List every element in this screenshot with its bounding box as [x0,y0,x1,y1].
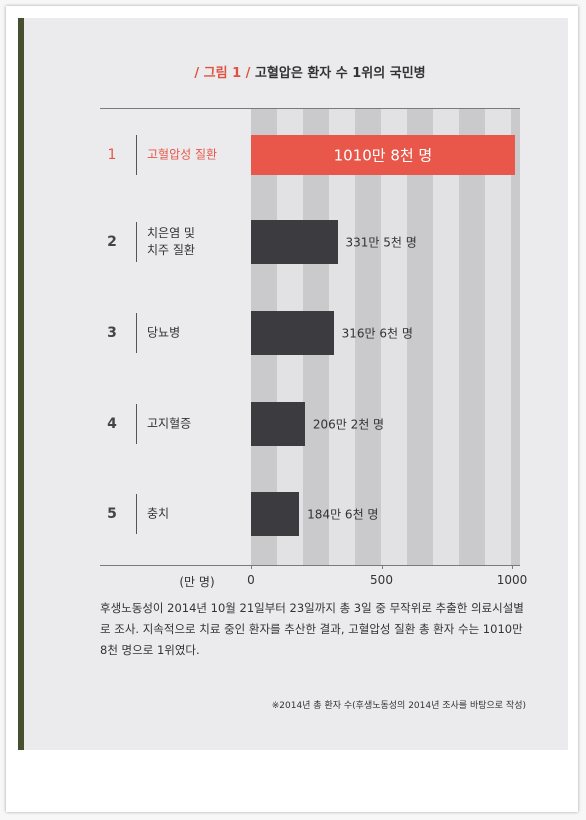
chart-title: 고혈압은 환자 수 1위의 국민병 [254,66,426,81]
value-label: 206만 2천 명 [312,417,385,432]
chart-title-block: / 그림 1 / 고혈압은 환자 수 1위의 국민병 [100,62,520,81]
row-separator [136,135,137,175]
figure-label: / 그림 1 / [194,66,251,81]
value-label: 184만 6천 명 [307,507,379,522]
caption: 후생노동성이 2014년 10월 21일부터 23일까지 총 3일 중 무작위로… [100,601,524,657]
axis-line [100,565,520,566]
tick-mark [381,565,383,569]
value-label: 331만 5천 명 [345,235,417,250]
bar [251,311,334,355]
category-label: 당뇨병 [147,325,181,340]
x-tick-label: 1000 [496,573,528,587]
x-axis-label: (만 명) [179,575,215,589]
category-label: 고지혈증 [147,416,192,431]
tick-mark [512,565,513,569]
row-separator [136,222,137,262]
bar [251,492,300,536]
value-label: 316만 6천 명 [341,326,413,341]
book-spine [18,18,24,750]
category-label: 충치 [147,506,170,521]
source-note: ※2014년 총 환자 수(후생노동성의 2014년 조사를 바탕으로 작성) [271,701,526,711]
category-label: 고혈압성 질환 [147,147,218,162]
bar [251,402,305,446]
row-separator [136,404,137,444]
row-separator [136,313,137,353]
tick-mark [251,565,252,569]
row-separator [136,494,137,534]
rank-label: 2 [107,234,117,250]
value-label: 1010만 8천 명 [333,146,433,165]
rank-label: 4 [107,416,117,432]
bar [251,135,515,175]
x-tick-label: 500 [370,573,393,587]
bar [251,220,338,264]
rank-label: 3 [107,325,117,341]
category-label: 치은염 및 치주 질환 [147,226,195,257]
rank-label: 1 [107,147,117,163]
x-tick-label: 0 [247,573,255,587]
top-rule [100,108,520,109]
rank-label: 5 [107,506,117,522]
